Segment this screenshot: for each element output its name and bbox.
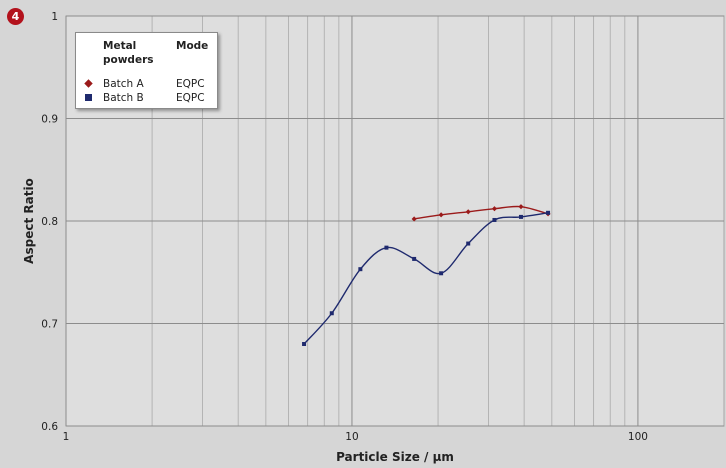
diamond-marker-icon	[84, 79, 93, 88]
figure-number-badge: 4	[7, 8, 24, 25]
y-tick-label: 1	[51, 11, 58, 23]
data-point	[439, 271, 444, 276]
legend-entry-name: Batch B	[103, 92, 144, 104]
tick-labels: 1 10 100 0.6 0.7 0.8 0.9 1	[41, 11, 648, 443]
legend-header-name-text: Metal powders	[103, 40, 154, 66]
y-tick-label: 0.6	[41, 421, 58, 433]
legend-entry-mode: EQPC	[176, 92, 205, 104]
legend-entry-mode: EQPC	[176, 78, 205, 90]
legend-header-name: Metal powders	[103, 39, 155, 67]
series-line-batch-a	[414, 205, 549, 220]
data-point	[302, 342, 307, 346]
legend: Metal powders Mode Batch A EQPC Batch B …	[75, 32, 218, 109]
y-tick-label: 0.8	[41, 216, 58, 228]
data-point	[491, 206, 498, 212]
legend-header-mode: Mode	[176, 40, 209, 52]
data-point	[546, 210, 551, 215]
x-tick-label: 1	[63, 431, 70, 443]
series-layer	[302, 204, 551, 346]
data-point	[329, 311, 334, 316]
data-point	[384, 245, 389, 250]
square-marker-icon	[85, 94, 92, 101]
x-axis-title: Particle Size / µm	[336, 450, 454, 464]
grid	[65, 15, 725, 427]
y-tick-label: 0.9	[41, 114, 58, 126]
data-point	[358, 267, 363, 272]
x-tick-label: 10	[345, 431, 358, 443]
series-line-batch-b	[303, 212, 549, 345]
y-tick-label: 0.7	[41, 319, 58, 331]
data-point	[518, 214, 523, 219]
y-axis-title: Aspect Ratio	[22, 178, 36, 264]
x-tick-label: 100	[628, 431, 648, 443]
data-point	[411, 216, 417, 222]
legend-entry-batch-b: Batch B EQPC	[76, 91, 217, 105]
data-point	[492, 217, 497, 222]
data-point	[466, 241, 471, 246]
data-point	[518, 204, 524, 210]
legend-entry-name: Batch A	[103, 78, 144, 90]
legend-entry-batch-a: Batch A EQPC	[76, 77, 217, 91]
data-point	[412, 256, 417, 261]
